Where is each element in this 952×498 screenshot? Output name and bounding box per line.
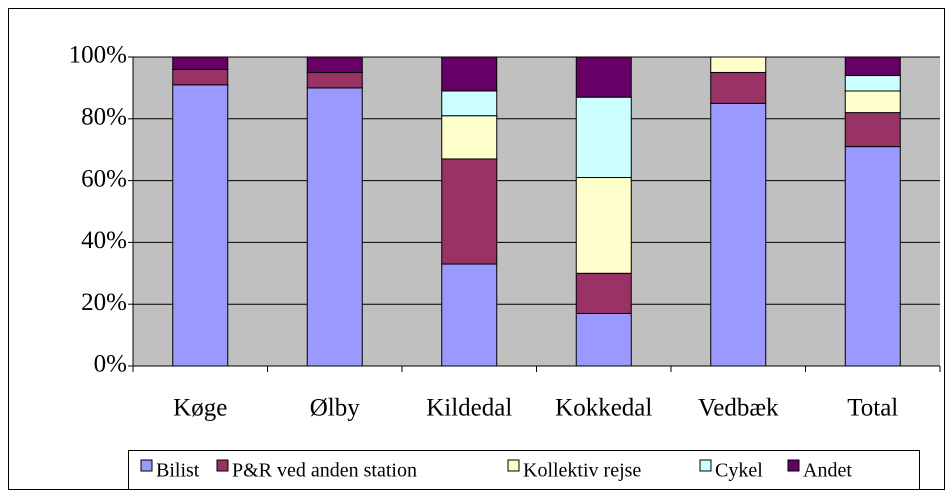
plot-area (133, 57, 940, 366)
bar-segment (575, 312, 632, 367)
bar-segment (575, 177, 632, 274)
bar-segment (844, 56, 901, 77)
bar-segment (441, 263, 498, 367)
bar-segment (844, 146, 901, 367)
legend-marker (140, 459, 153, 472)
bar-segment (441, 115, 498, 160)
bar-segment (844, 90, 901, 114)
legend-label: P&R ved anden station (232, 460, 417, 482)
x-tick-label: Kokkedal (555, 395, 652, 422)
y-tick-label: 60% (81, 165, 127, 192)
x-tick-label: Kildedal (426, 395, 512, 422)
bar-segment (306, 71, 363, 89)
legend-marker (787, 459, 800, 472)
bar-segment (844, 75, 901, 92)
bar-segment (575, 96, 632, 179)
y-tick-label: 20% (81, 289, 127, 316)
y-tick-label: 40% (81, 227, 127, 254)
x-tick-label: Køge (173, 395, 227, 422)
bar-segment (710, 102, 767, 367)
y-tick-label: 0% (94, 351, 127, 378)
bar-segment (844, 112, 901, 148)
legend-marker (507, 459, 520, 472)
bar-segment (441, 158, 498, 265)
x-tick-label: Ølby (310, 395, 361, 422)
bar-segment (441, 56, 498, 92)
x-tick-label: Total (847, 395, 898, 422)
legend-label: Bilist (156, 460, 200, 482)
legend-label: Andet (803, 460, 852, 482)
legend-marker (699, 459, 712, 472)
y-tick-label: 80% (81, 104, 127, 131)
bar-segment (575, 56, 632, 98)
bar-segment (172, 56, 229, 70)
legend-label: Cykel (715, 460, 763, 482)
legend-label: Kollektiv rejse (523, 460, 641, 482)
bar-segment (172, 68, 229, 86)
bar-segment (710, 56, 767, 73)
bar-segment (172, 84, 229, 367)
legend-marker (216, 459, 229, 472)
bar-segment (441, 90, 498, 117)
bar-segment (306, 56, 363, 73)
bar-segment (575, 272, 632, 314)
bar-segment (710, 71, 767, 104)
x-tick-label: Vedbæk (698, 395, 779, 422)
bar-segment (306, 87, 363, 367)
y-tick-label: 100% (69, 42, 127, 69)
